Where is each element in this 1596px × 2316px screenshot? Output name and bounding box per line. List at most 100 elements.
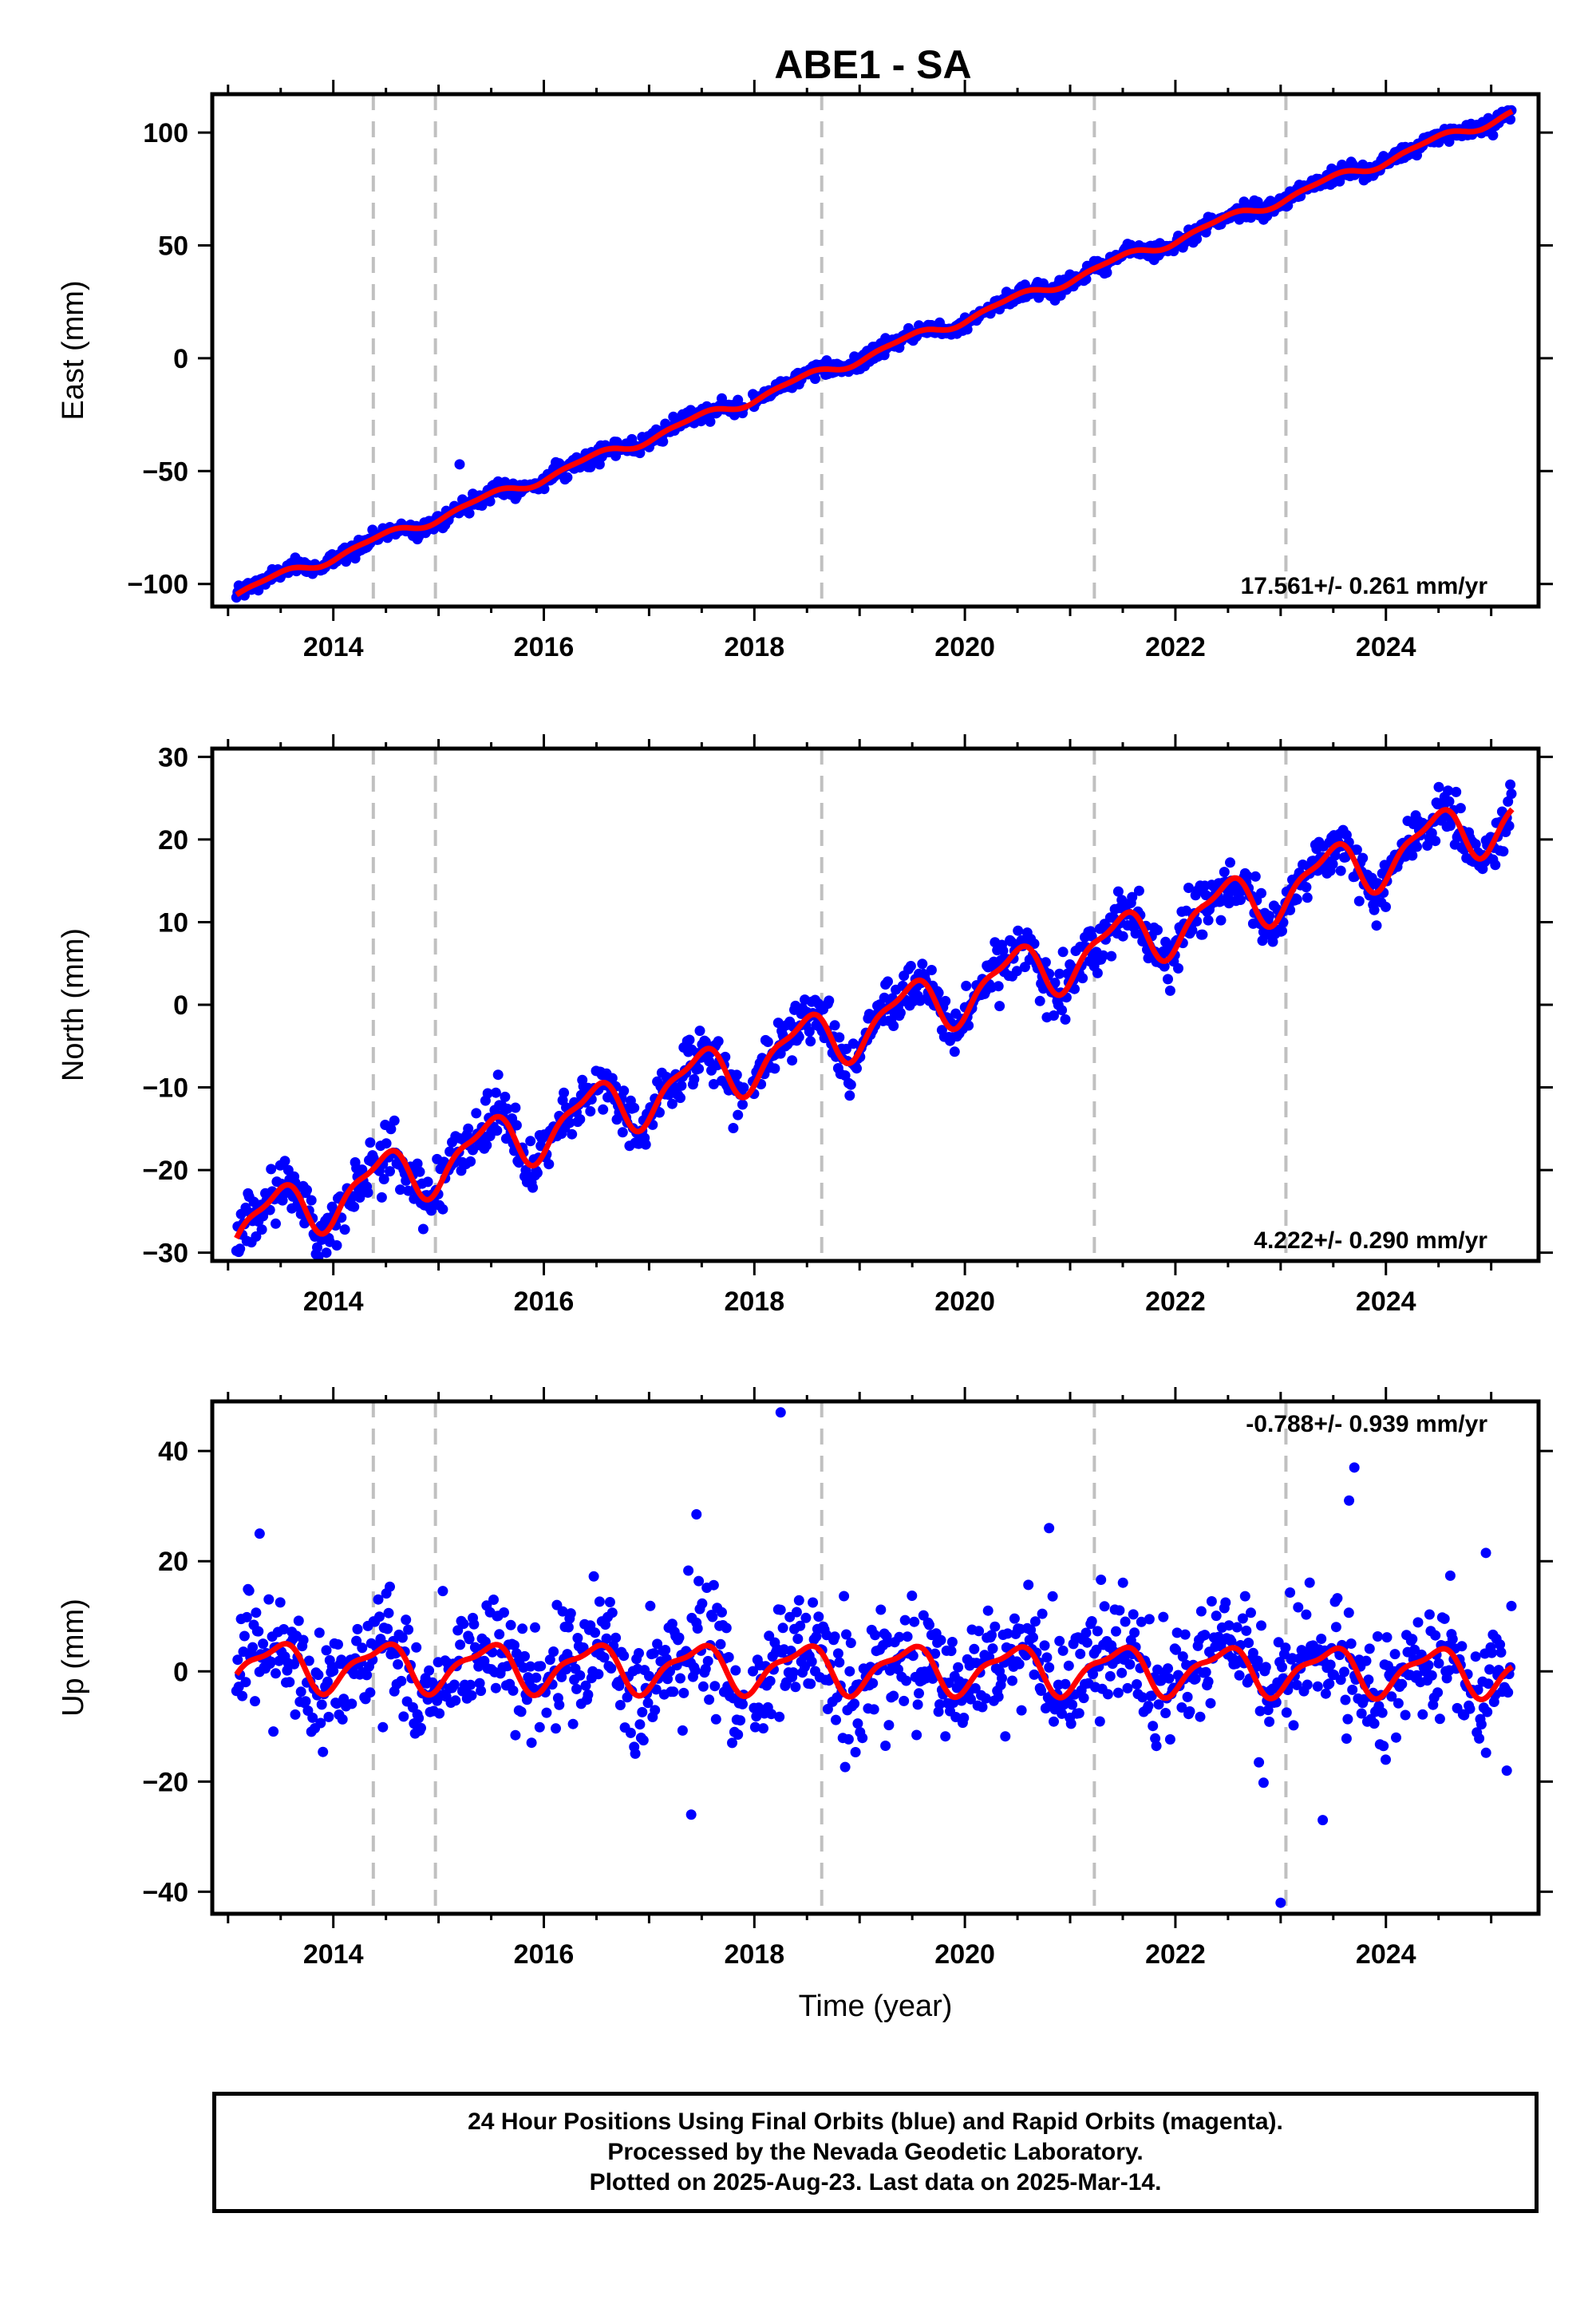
data-point xyxy=(464,508,475,519)
data-point xyxy=(824,995,835,1006)
data-point xyxy=(795,1620,806,1631)
data-point xyxy=(1190,1674,1201,1685)
data-point xyxy=(1351,844,1362,856)
data-point xyxy=(585,1106,596,1117)
data-point xyxy=(411,1642,422,1653)
data-point xyxy=(1340,1694,1351,1705)
x-tick-label: 2018 xyxy=(724,1286,784,1317)
data-point xyxy=(1129,1627,1140,1638)
outlier-point xyxy=(1044,1523,1055,1534)
data-point xyxy=(617,1127,628,1138)
data-point xyxy=(733,1109,744,1120)
data-point xyxy=(851,1063,862,1074)
data-point xyxy=(505,1619,516,1630)
data-point xyxy=(465,1156,476,1167)
data-point xyxy=(895,1007,906,1018)
data-point xyxy=(395,1184,405,1196)
data-point xyxy=(1262,1705,1274,1716)
data-point xyxy=(1426,1670,1437,1681)
data-points xyxy=(231,1565,1517,1788)
data-point xyxy=(295,1686,306,1697)
data-point xyxy=(1464,1703,1476,1714)
data-point xyxy=(1480,1747,1491,1758)
data-point xyxy=(1301,882,1312,893)
data-point xyxy=(852,1718,863,1729)
x-tick-label: 2016 xyxy=(514,632,575,662)
data-point xyxy=(1316,1634,1327,1644)
data-point xyxy=(1433,1658,1444,1669)
data-point xyxy=(704,1694,715,1705)
data-point xyxy=(735,1715,746,1726)
data-point xyxy=(535,1661,547,1672)
data-point xyxy=(977,1701,988,1713)
data-point xyxy=(1503,820,1515,832)
data-point xyxy=(1146,1690,1157,1701)
data-point xyxy=(901,1675,912,1686)
data-point xyxy=(926,965,937,975)
data-point xyxy=(1369,1718,1380,1729)
data-point xyxy=(1235,895,1246,905)
data-point xyxy=(1094,1716,1105,1727)
data-point xyxy=(389,1115,400,1126)
data-point xyxy=(500,476,511,488)
data-point xyxy=(1144,1614,1155,1625)
data-point xyxy=(1000,1731,1011,1742)
data-point xyxy=(1339,1666,1349,1678)
data-point xyxy=(1104,1670,1116,1682)
rate-label: -0.788+/- 0.939 mm/yr xyxy=(1246,1411,1487,1437)
data-point xyxy=(1057,947,1069,958)
data-point xyxy=(437,1203,448,1215)
data-point xyxy=(843,1733,854,1745)
data-point xyxy=(376,1192,387,1203)
data-point xyxy=(1078,1693,1089,1704)
data-point xyxy=(1132,1679,1142,1690)
data-point xyxy=(650,1705,661,1716)
data-point xyxy=(240,1677,251,1688)
data-point xyxy=(253,1626,264,1637)
data-point xyxy=(961,980,972,991)
data-point xyxy=(993,1691,1004,1702)
data-point xyxy=(509,1640,519,1650)
y-tick-label: 50 xyxy=(158,231,188,261)
data-point xyxy=(1396,1678,1408,1690)
data-point xyxy=(737,1099,748,1110)
data-point xyxy=(980,1693,991,1704)
data-point xyxy=(243,1585,255,1596)
data-point xyxy=(279,1624,290,1634)
data-point xyxy=(1039,1640,1050,1651)
x-tick-label: 2020 xyxy=(934,632,995,662)
data-point xyxy=(606,1073,618,1084)
data-point xyxy=(378,1174,389,1184)
data-point xyxy=(610,1632,622,1643)
data-point xyxy=(867,1678,879,1689)
data-point xyxy=(1386,1691,1397,1702)
data-point xyxy=(1184,1706,1195,1717)
data-point xyxy=(1332,1593,1343,1604)
data-point xyxy=(1223,1620,1235,1631)
data-point xyxy=(397,1632,408,1643)
data-point xyxy=(1242,871,1253,882)
data-point xyxy=(412,1158,423,1169)
data-point xyxy=(774,1711,785,1722)
data-point xyxy=(1423,1660,1434,1670)
data-point xyxy=(1179,1629,1191,1640)
data-point xyxy=(1389,1649,1400,1660)
plot-area xyxy=(231,1401,1517,1914)
data-point xyxy=(588,1571,599,1582)
data-point xyxy=(788,1667,799,1678)
data-point xyxy=(1264,1716,1275,1727)
data-point xyxy=(1007,1675,1017,1686)
data-point xyxy=(804,1026,815,1037)
data-point xyxy=(575,1114,586,1124)
data-point xyxy=(490,1682,501,1694)
footer-line-plotted: Plotted on 2025-Aug-23. Last data on 202… xyxy=(589,2169,1162,2195)
data-point xyxy=(1291,894,1302,905)
data-point xyxy=(1120,1616,1131,1627)
data-point xyxy=(933,987,944,998)
data-point xyxy=(1041,1652,1053,1663)
data-point xyxy=(1444,796,1455,807)
data-point xyxy=(271,1218,281,1229)
data-point xyxy=(708,1079,719,1089)
data-point xyxy=(519,1650,530,1662)
data-point xyxy=(559,1087,570,1098)
